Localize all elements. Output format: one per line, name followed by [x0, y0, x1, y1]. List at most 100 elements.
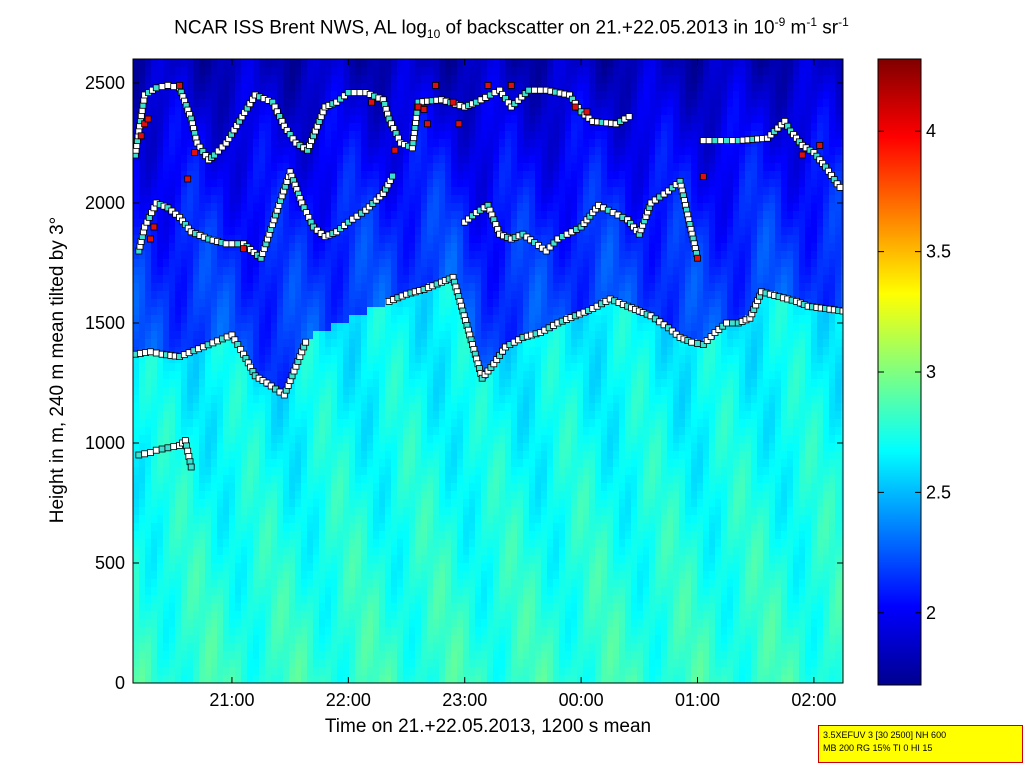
heatmap-cell — [307, 379, 314, 388]
heatmap-cell — [475, 59, 482, 68]
heatmap-cell — [181, 491, 188, 500]
heatmap-cell — [235, 411, 242, 420]
heatmap-cell — [499, 563, 506, 572]
heatmap-cell — [325, 539, 332, 548]
heatmap-cell — [205, 547, 212, 556]
heatmap-cell — [259, 75, 266, 84]
heatmap-cell — [367, 515, 374, 524]
heatmap-cell — [163, 619, 170, 628]
heatmap-cell — [157, 659, 164, 668]
heatmap-cell — [349, 379, 356, 388]
heatmap-cell — [499, 467, 506, 476]
heatmap-cell — [259, 547, 266, 556]
heatmap-cell — [379, 315, 386, 324]
heatmap-cell — [295, 67, 302, 76]
heatmap-cell — [367, 363, 374, 372]
heatmap-cell — [163, 315, 170, 324]
heatmap-cell — [199, 595, 206, 604]
heatmap-cell — [475, 259, 482, 268]
heatmap-cell — [421, 587, 428, 596]
heatmap-cell — [295, 267, 302, 276]
heatmap-cell — [403, 355, 410, 364]
heatmap-cell — [325, 611, 332, 620]
heatmap-cell — [331, 251, 338, 260]
heatmap-cell — [499, 603, 506, 612]
heatmap-cell — [415, 395, 422, 404]
heatmap-cell — [433, 659, 440, 668]
heatmap-cell — [493, 387, 500, 396]
heatmap-cell — [343, 523, 350, 532]
heatmap-cell — [409, 667, 416, 676]
heatmap-cell — [433, 235, 440, 244]
heatmap-cell — [511, 67, 518, 76]
heatmap-cell — [475, 243, 482, 252]
heatmap-cell — [481, 419, 488, 428]
heatmap-cell — [133, 523, 140, 532]
heatmap-cell — [451, 307, 458, 316]
heatmap-cell — [169, 467, 176, 476]
heatmap-cell — [367, 131, 374, 140]
heatmap-cell — [439, 475, 446, 484]
heatmap-cell — [199, 403, 206, 412]
heatmap-cell — [163, 339, 170, 348]
heatmap-cell — [289, 203, 296, 212]
heatmap-cell — [469, 107, 476, 116]
heatmap-cell — [421, 91, 428, 100]
heatmap-cell — [337, 203, 344, 212]
heatmap-cell — [475, 107, 482, 116]
heatmap-cell — [343, 115, 350, 124]
heatmap-cell — [421, 499, 428, 508]
heatmap-cell — [241, 419, 248, 428]
heatmap-cell — [145, 675, 152, 683]
heatmap-cell — [247, 291, 254, 300]
heatmap-cell — [199, 195, 206, 204]
heatmap-cell — [499, 547, 506, 556]
heatmap-cell — [247, 131, 254, 140]
heatmap-cell — [307, 611, 314, 620]
heatmap-cell — [265, 611, 272, 620]
heatmap-cell — [367, 395, 374, 404]
heatmap-cell — [409, 211, 416, 220]
heatmap-cell — [157, 171, 164, 180]
heatmap-cell — [349, 523, 356, 532]
heatmap-cell — [463, 515, 470, 524]
heatmap-cell — [211, 347, 218, 356]
heatmap-cell — [517, 67, 524, 76]
heatmap-cell — [247, 323, 254, 332]
heatmap-cell — [373, 459, 380, 468]
heatmap-cell — [469, 483, 476, 492]
heatmap-cell — [283, 419, 290, 428]
heatmap-cell — [385, 99, 392, 108]
heatmap-cell — [505, 355, 512, 364]
heatmap-cell — [265, 155, 272, 164]
heatmap-cell — [259, 179, 266, 188]
heatmap-cell — [139, 283, 146, 292]
heatmap-cell — [385, 67, 392, 76]
heatmap-cell — [325, 451, 332, 460]
heatmap-cell — [493, 131, 500, 140]
heatmap-cell — [295, 395, 302, 404]
heatmap-cell — [433, 227, 440, 236]
heatmap-cell — [247, 507, 254, 516]
heatmap-cell — [145, 147, 152, 156]
heatmap-cell — [181, 395, 188, 404]
heatmap-cell — [175, 339, 182, 348]
heatmap-cell — [505, 563, 512, 572]
heatmap-cell — [271, 251, 278, 260]
heatmap-cell — [367, 355, 374, 364]
heatmap-cell — [331, 275, 338, 284]
heatmap-cell — [277, 491, 284, 500]
heatmap-cell — [445, 371, 452, 380]
heatmap-cell — [169, 603, 176, 612]
heatmap-cell — [235, 299, 242, 308]
heatmap-cell — [235, 163, 242, 172]
heatmap-cell — [229, 491, 236, 500]
heatmap-cell — [331, 75, 338, 84]
heatmap-cell — [415, 147, 422, 156]
heatmap-cell — [481, 659, 488, 668]
heatmap-cell — [229, 355, 236, 364]
heatmap-cell — [427, 539, 434, 548]
heatmap-cell — [271, 131, 278, 140]
heatmap-cell — [487, 635, 494, 644]
heatmap-cell — [145, 507, 152, 516]
